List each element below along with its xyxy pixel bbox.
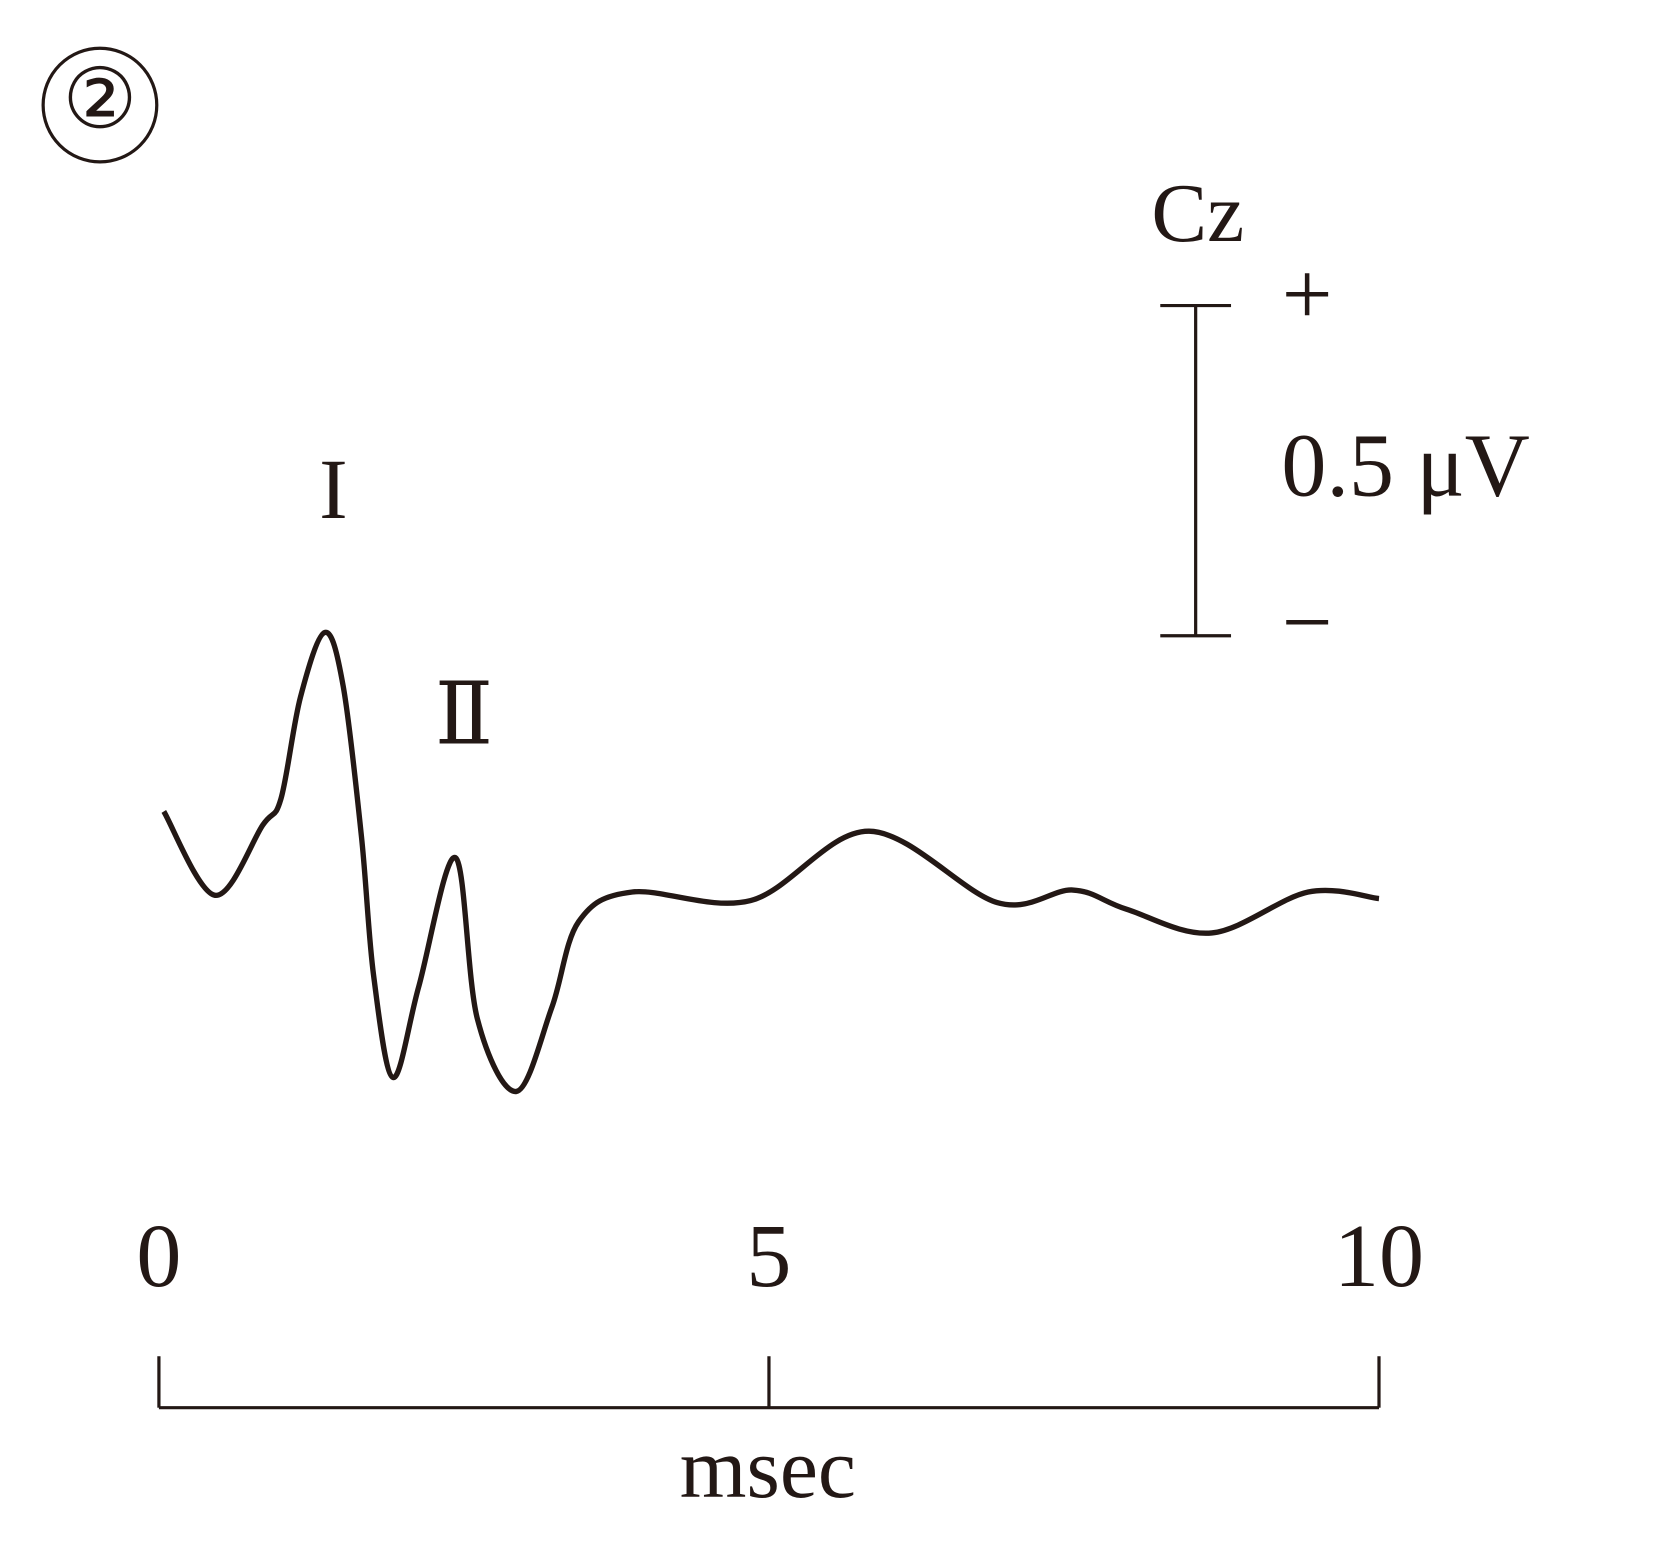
peak-label: I [319,442,348,537]
channel-label: Cz [1151,167,1244,260]
scale-label: 0.5 μV [1281,417,1529,516]
peak-label: Ⅱ [435,667,493,762]
x-axis-label: msec [680,1421,856,1516]
x-tick-label: 0 [136,1207,181,1306]
x-tick-label: 10 [1334,1207,1424,1306]
panel-circle [41,46,159,164]
panel-label: ② [62,53,137,146]
x-tick-label: 5 [746,1207,791,1306]
waveform [161,629,1380,1095]
scale-minus: − [1282,573,1333,672]
scale-plus: + [1282,245,1333,344]
